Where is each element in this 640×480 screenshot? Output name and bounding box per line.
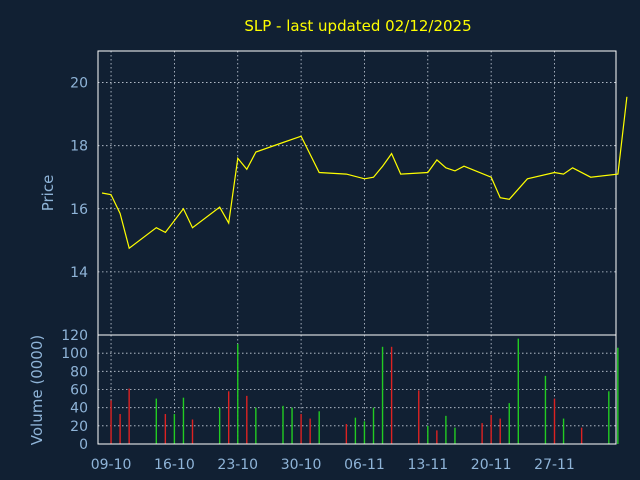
volume-tick-label: 40 (70, 401, 88, 417)
price-y-label: Price (39, 175, 57, 212)
price-tick-label: 14 (70, 265, 88, 281)
price-tick-label: 18 (70, 139, 88, 155)
volume-panel: 0 20 40 60 80 100 120 Volume (0000) (28, 328, 619, 453)
x-tick-label: 20-11 (471, 457, 512, 473)
volume-y-label: Volume (0000) (28, 335, 46, 445)
price-y-ticks: 14 16 18 20 (70, 76, 88, 281)
volume-tick-label: 100 (61, 346, 88, 362)
volume-tick-label: 20 (70, 419, 88, 435)
x-tick-label: 13-11 (407, 457, 448, 473)
chart-title: SLP - last updated 02/12/2025 (244, 17, 471, 35)
price-tick-label: 16 (70, 202, 88, 218)
price-tick-label: 20 (70, 76, 88, 92)
x-tick-label: 09-10 (91, 457, 132, 473)
volume-bars (110, 338, 619, 444)
volume-tick-label: 120 (61, 328, 88, 344)
volume-tick-label: 80 (70, 364, 88, 380)
volume-panel-frame (97, 334, 617, 445)
volume-tick-label: 60 (70, 383, 88, 399)
price-panel-frame (97, 50, 617, 336)
x-axis-ticks: 09-10 16-10 23-10 30-10 06-11 13-11 20-11 27-11 (91, 457, 575, 473)
price-line (101, 96, 628, 250)
price-grid (98, 51, 616, 335)
x-tick-label: 16-10 (154, 457, 195, 473)
volume-y-ticks: 0 20 40 60 80 100 120 (61, 328, 88, 453)
x-tick-label: 23-10 (217, 457, 258, 473)
x-tick-label: 06-11 (344, 457, 385, 473)
x-tick-label: 30-10 (281, 457, 322, 473)
volume-tick-label: 0 (79, 437, 88, 453)
volume-grid (98, 335, 616, 444)
x-tick-label: 27-11 (534, 457, 575, 473)
price-panel: 14 16 18 20 Price (39, 50, 628, 336)
